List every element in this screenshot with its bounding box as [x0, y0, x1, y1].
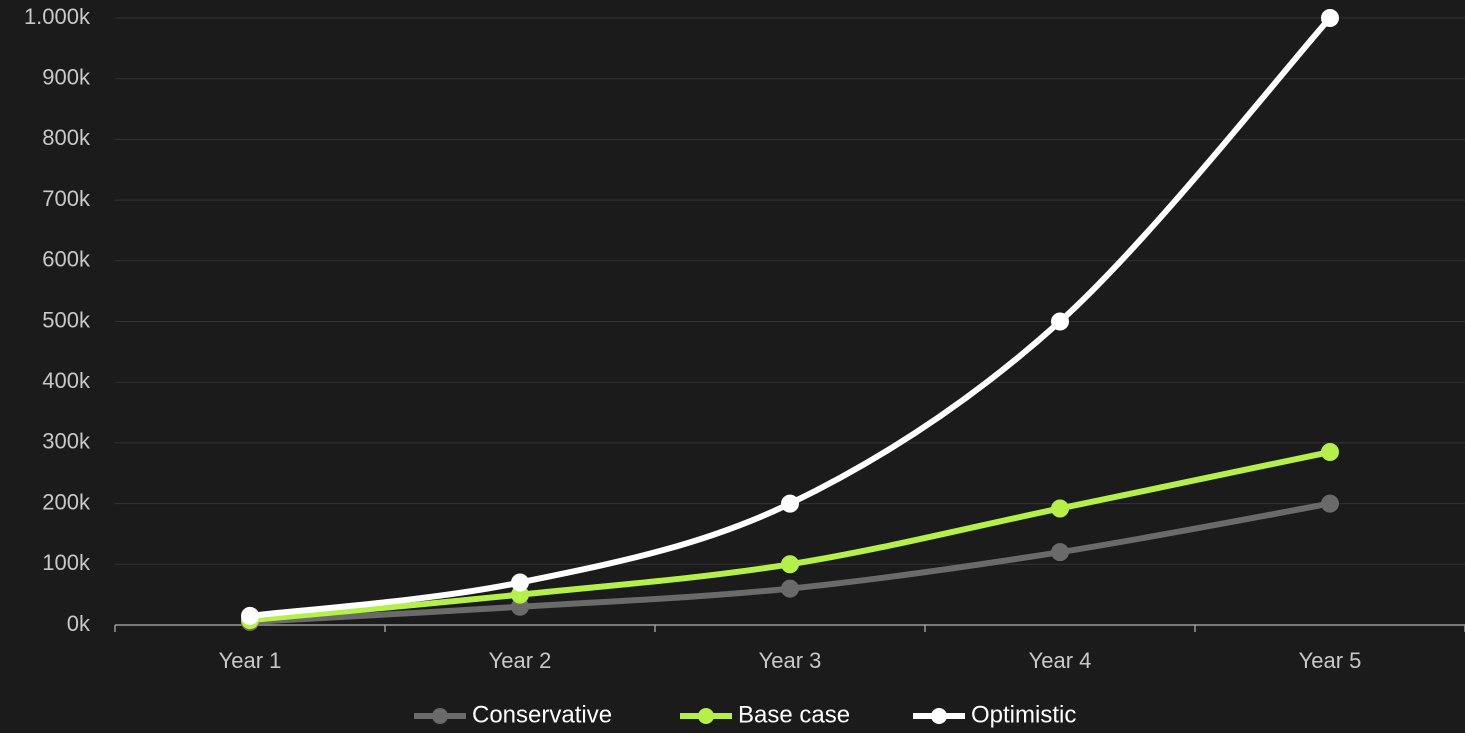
- legend-marker: [432, 708, 448, 724]
- data-point: [1051, 312, 1069, 331]
- data-point: [1321, 9, 1339, 27]
- y-axis-labels: 0k 100k 200k 300k 400k 500k 600k 700k 800k 900k 1.…: [24, 4, 91, 636]
- data-point: [781, 555, 799, 574]
- y-tick-label: 900k: [42, 65, 91, 90]
- data-point: [511, 573, 529, 592]
- legend: Conservative Base case Optimistic: [414, 701, 1076, 728]
- y-tick-label: 600k: [42, 247, 91, 272]
- legend-item: Conservative: [414, 701, 612, 728]
- y-tick-label: 700k: [42, 186, 91, 211]
- legend-label: Conservative: [472, 701, 612, 728]
- legend-marker: [931, 708, 947, 724]
- legend-label: Base case: [738, 701, 850, 728]
- series-lines: [241, 9, 1339, 631]
- legend-item: Base case: [680, 701, 850, 728]
- y-tick-label: 100k: [42, 550, 91, 575]
- y-tick-label: 0k: [67, 611, 91, 636]
- data-point: [241, 606, 259, 625]
- series-line: [247, 15, 1333, 619]
- y-tick-label: 300k: [42, 429, 91, 454]
- y-tick-label: 500k: [42, 307, 91, 332]
- y-tick-label: 400k: [42, 368, 91, 393]
- data-point: [1051, 543, 1069, 562]
- data-point: [1051, 499, 1069, 518]
- data-point: [781, 494, 799, 513]
- y-tick-label: 800k: [42, 125, 91, 150]
- series-optimistic: [241, 9, 1339, 625]
- data-point: [1321, 494, 1339, 513]
- x-axis: [114, 624, 1465, 632]
- x-axis-labels: Year 1 Year 2 Year 3 Year 4 Year 5: [219, 648, 1362, 673]
- x-tick-label: Year 2: [489, 648, 552, 673]
- data-point: [781, 579, 799, 598]
- legend-marker: [698, 708, 714, 724]
- x-tick-label: Year 5: [1299, 648, 1362, 673]
- legend-item: Optimistic: [913, 701, 1076, 728]
- grid-lines: [115, 17, 1465, 565]
- legend-label: Optimistic: [971, 701, 1076, 728]
- x-tick-label: Year 4: [1029, 648, 1092, 673]
- x-tick-label: Year 3: [759, 648, 822, 673]
- y-tick-label: 1.000k: [24, 4, 91, 29]
- x-tick-label: Year 1: [219, 648, 282, 673]
- data-point: [1321, 443, 1339, 462]
- y-tick-label: 200k: [42, 489, 91, 514]
